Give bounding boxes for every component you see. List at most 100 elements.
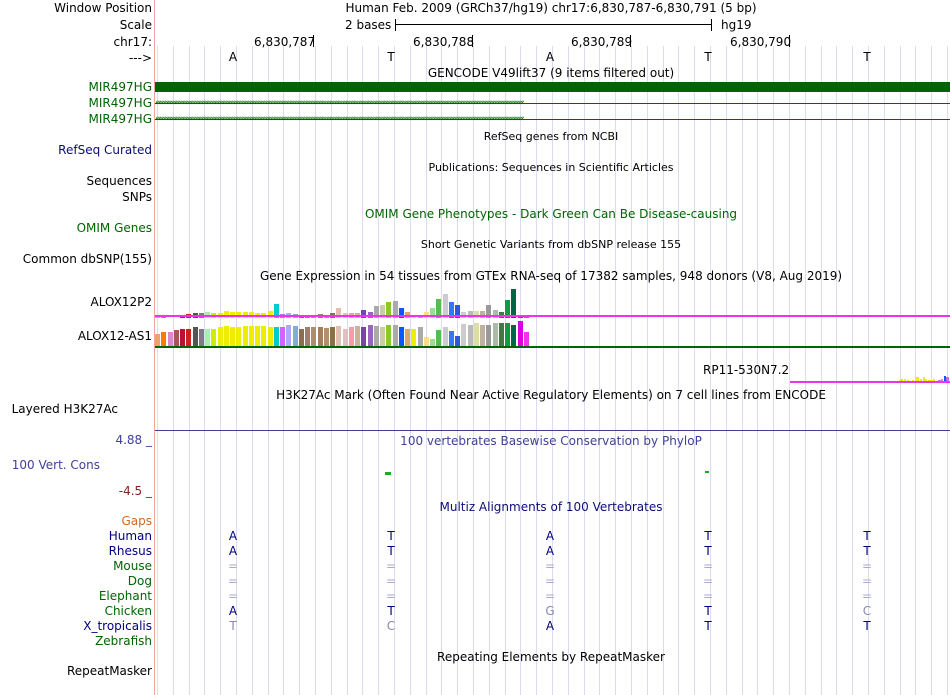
gene-label-1[interactable]: MIR497HG <box>88 80 152 94</box>
reference-base[interactable]: A <box>545 50 555 64</box>
reference-base[interactable]: T <box>387 50 395 64</box>
gtex-tissue-bar[interactable] <box>486 304 492 318</box>
gtex-tissue-bar[interactable] <box>192 327 198 346</box>
gtex-tissue-bar[interactable] <box>223 326 229 346</box>
gene-exon-block[interactable] <box>155 82 950 92</box>
gtex-tissue-bar[interactable] <box>436 298 442 318</box>
gtex-gene-label-alox12-as1[interactable]: ALOX12-AS1 <box>77 329 152 343</box>
gtex-tissue-bar[interactable] <box>448 331 454 346</box>
gtex-tissue-bar[interactable] <box>167 332 173 346</box>
gtex-tissue-bar[interactable] <box>417 327 423 346</box>
gtex-tissue-bar[interactable] <box>292 326 298 346</box>
gtex-tissue-bar[interactable] <box>492 323 498 346</box>
gtex-tissue-bar[interactable] <box>373 306 379 318</box>
gtex-tissue-bar[interactable] <box>517 316 523 318</box>
gtex-tissue-bar[interactable] <box>392 301 398 318</box>
gtex-tissue-bar[interactable] <box>455 336 460 346</box>
gtex-tissue-bar[interactable] <box>511 289 517 318</box>
gtex-tissue-bar[interactable] <box>311 327 317 346</box>
gtex-tissue-bar[interactable] <box>336 326 342 346</box>
gtex-tissue-bar[interactable] <box>336 308 342 318</box>
chrom-label[interactable]: chr17: <box>113 35 152 49</box>
track-data-area[interactable]: Human Feb. 2009 (GRCh37/hg19) chr17:6,83… <box>155 0 950 695</box>
gtex-tissue-bar[interactable] <box>330 327 335 346</box>
gtex-tissue-bar[interactable] <box>430 339 435 346</box>
gtex-tissue-bar[interactable] <box>442 327 448 346</box>
gtex-tissue-bar[interactable] <box>941 378 944 382</box>
gtex-tissue-bar[interactable] <box>933 378 936 382</box>
gtex-tissue-bar[interactable] <box>273 327 279 346</box>
gtex-tissue-bar[interactable] <box>417 316 423 318</box>
gtex-tissue-bar[interactable] <box>386 302 392 318</box>
gtex-tissue-bar[interactable] <box>498 323 504 346</box>
gtex-tissue-bar[interactable] <box>373 326 379 346</box>
gtex-tissue-bar[interactable] <box>492 309 498 318</box>
gtex-tissue-bar[interactable] <box>380 327 385 346</box>
gtex-tissue-bar[interactable] <box>267 310 273 318</box>
gtex-tissue-bar[interactable] <box>161 332 167 346</box>
gtex-tissue-bar[interactable] <box>946 377 949 382</box>
gtex-tissue-bar[interactable] <box>305 327 310 346</box>
gtex-tissue-bar[interactable] <box>943 375 946 382</box>
gtex-tissue-bar[interactable] <box>480 325 485 346</box>
gtex-tissue-bar[interactable] <box>261 326 267 346</box>
gtex-tissue-bar[interactable] <box>486 325 492 346</box>
sequences-label[interactable]: Sequences <box>86 174 152 188</box>
gtex-tissue-bar[interactable] <box>317 327 323 346</box>
gtex-alox12-as1-chart[interactable] <box>155 318 950 346</box>
gtex-tissue-bar[interactable] <box>505 323 510 346</box>
gtex-tissue-bar[interactable] <box>173 330 179 346</box>
gene-intron-3[interactable]: ‹‹‹‹‹‹‹‹‹‹‹‹‹‹‹‹‹‹‹‹‹‹‹‹‹‹‹‹‹‹‹‹‹‹‹‹‹‹‹‹… <box>155 114 950 124</box>
gtex-tissue-bar[interactable] <box>914 377 917 382</box>
gtex-tissue-bar[interactable] <box>511 325 517 346</box>
gtex-tissue-bar[interactable] <box>523 332 529 346</box>
gtex-tissue-bar[interactable] <box>217 327 223 346</box>
gtex-tissue-bar[interactable] <box>223 310 229 318</box>
species-label[interactable]: Elephant <box>98 589 152 603</box>
gtex-tissue-bar[interactable] <box>903 378 907 382</box>
gtex-tissue-bar[interactable] <box>901 378 904 382</box>
gtex-tissue-bar[interactable] <box>922 377 925 382</box>
gtex-tissue-bar[interactable] <box>505 300 510 318</box>
gtex-tissue-bar[interactable] <box>919 378 923 382</box>
gtex-tissue-bar[interactable] <box>236 327 242 346</box>
gtex-tissue-bar[interactable] <box>298 329 304 346</box>
gtex-tissue-bar[interactable] <box>323 328 329 346</box>
gtex-tissue-bar[interactable] <box>280 327 285 346</box>
gene-label-3[interactable]: MIR497HG <box>88 112 152 126</box>
gtex-tissue-bar[interactable] <box>361 309 367 318</box>
gtex-tissue-bar[interactable] <box>455 304 460 318</box>
gtex-tissue-bar[interactable] <box>467 325 473 346</box>
gtex-tissue-bar[interactable] <box>380 304 385 318</box>
gtex-tissue-bar[interactable] <box>186 329 192 346</box>
species-label[interactable]: Chicken <box>104 604 152 618</box>
gtex-tissue-bar[interactable] <box>361 327 367 346</box>
reference-base[interactable]: T <box>704 50 712 64</box>
gtex-alox12p2-chart[interactable] <box>155 284 950 318</box>
species-label[interactable]: X_tropicalis <box>83 619 152 633</box>
gtex-tissue-bar[interactable] <box>430 308 435 318</box>
species-label[interactable]: Mouse <box>113 559 152 573</box>
gtex-tissue-bar[interactable] <box>392 325 398 346</box>
gtex-tissue-bar[interactable] <box>405 329 410 346</box>
gtex-tissue-bar[interactable] <box>411 329 417 346</box>
strand-toggle[interactable]: ---> <box>128 51 152 65</box>
gtex-tissue-bar[interactable] <box>917 377 920 382</box>
gtex-tissue-bar[interactable] <box>273 303 279 318</box>
gtex-tissue-bar[interactable] <box>267 327 273 346</box>
gtex-tissue-bar[interactable] <box>342 329 348 346</box>
species-label[interactable]: Rhesus <box>108 544 152 558</box>
gtex-tissue-bar[interactable] <box>255 326 260 346</box>
gtex-tissue-bar[interactable] <box>286 325 292 346</box>
gtex-tissue-bar[interactable] <box>467 310 473 318</box>
gtex-tissue-bar[interactable] <box>205 329 210 346</box>
gtex-tissue-bar[interactable] <box>448 302 454 318</box>
gtex-tissue-bar[interactable] <box>473 323 479 346</box>
species-label[interactable]: Human <box>108 529 152 543</box>
gtex-tissue-bar[interactable] <box>517 321 523 346</box>
gtex-tissue-bar[interactable] <box>386 325 392 346</box>
gtex-tissue-bar[interactable] <box>461 324 467 346</box>
gtex-tissue-bar[interactable] <box>348 327 354 346</box>
reference-base[interactable]: T <box>863 50 871 64</box>
gtex-tissue-bar[interactable] <box>423 337 429 346</box>
